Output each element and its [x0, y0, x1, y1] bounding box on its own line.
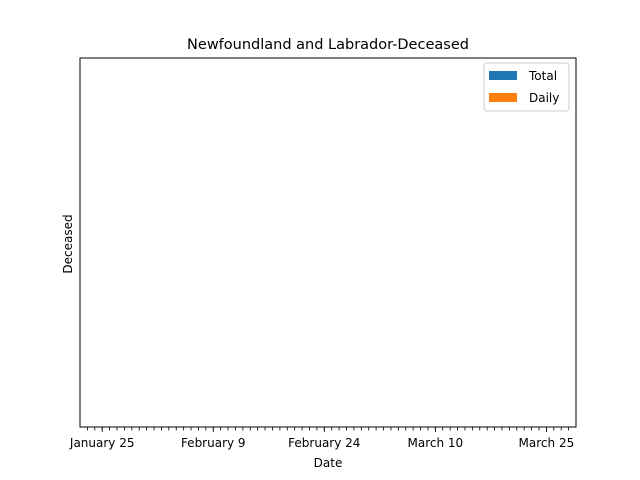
x-minor-ticks — [87, 427, 569, 431]
legend-label-total: Total — [528, 69, 557, 83]
x-tick-label: March 25 — [519, 436, 575, 450]
x-major-ticks: January 25 February 9 February 24 March 10 M… — [69, 427, 574, 450]
x-tick-label: March 10 — [408, 436, 464, 450]
chart-title: Newfoundland and Labrador-Deceased — [187, 37, 469, 53]
legend-swatch-total — [489, 71, 517, 80]
legend: Total Daily — [483, 62, 570, 112]
x-tick-label: February 9 — [181, 436, 246, 450]
x-axis-label: Date — [314, 456, 343, 470]
x-tick-label: February 24 — [288, 436, 360, 450]
y-axis-label: Deceased — [61, 214, 75, 273]
legend-label-daily: Daily — [529, 91, 559, 105]
plot-area-frame — [79, 57, 577, 428]
x-tick-label: January 25 — [69, 436, 135, 450]
legend-swatch-daily — [489, 93, 517, 102]
